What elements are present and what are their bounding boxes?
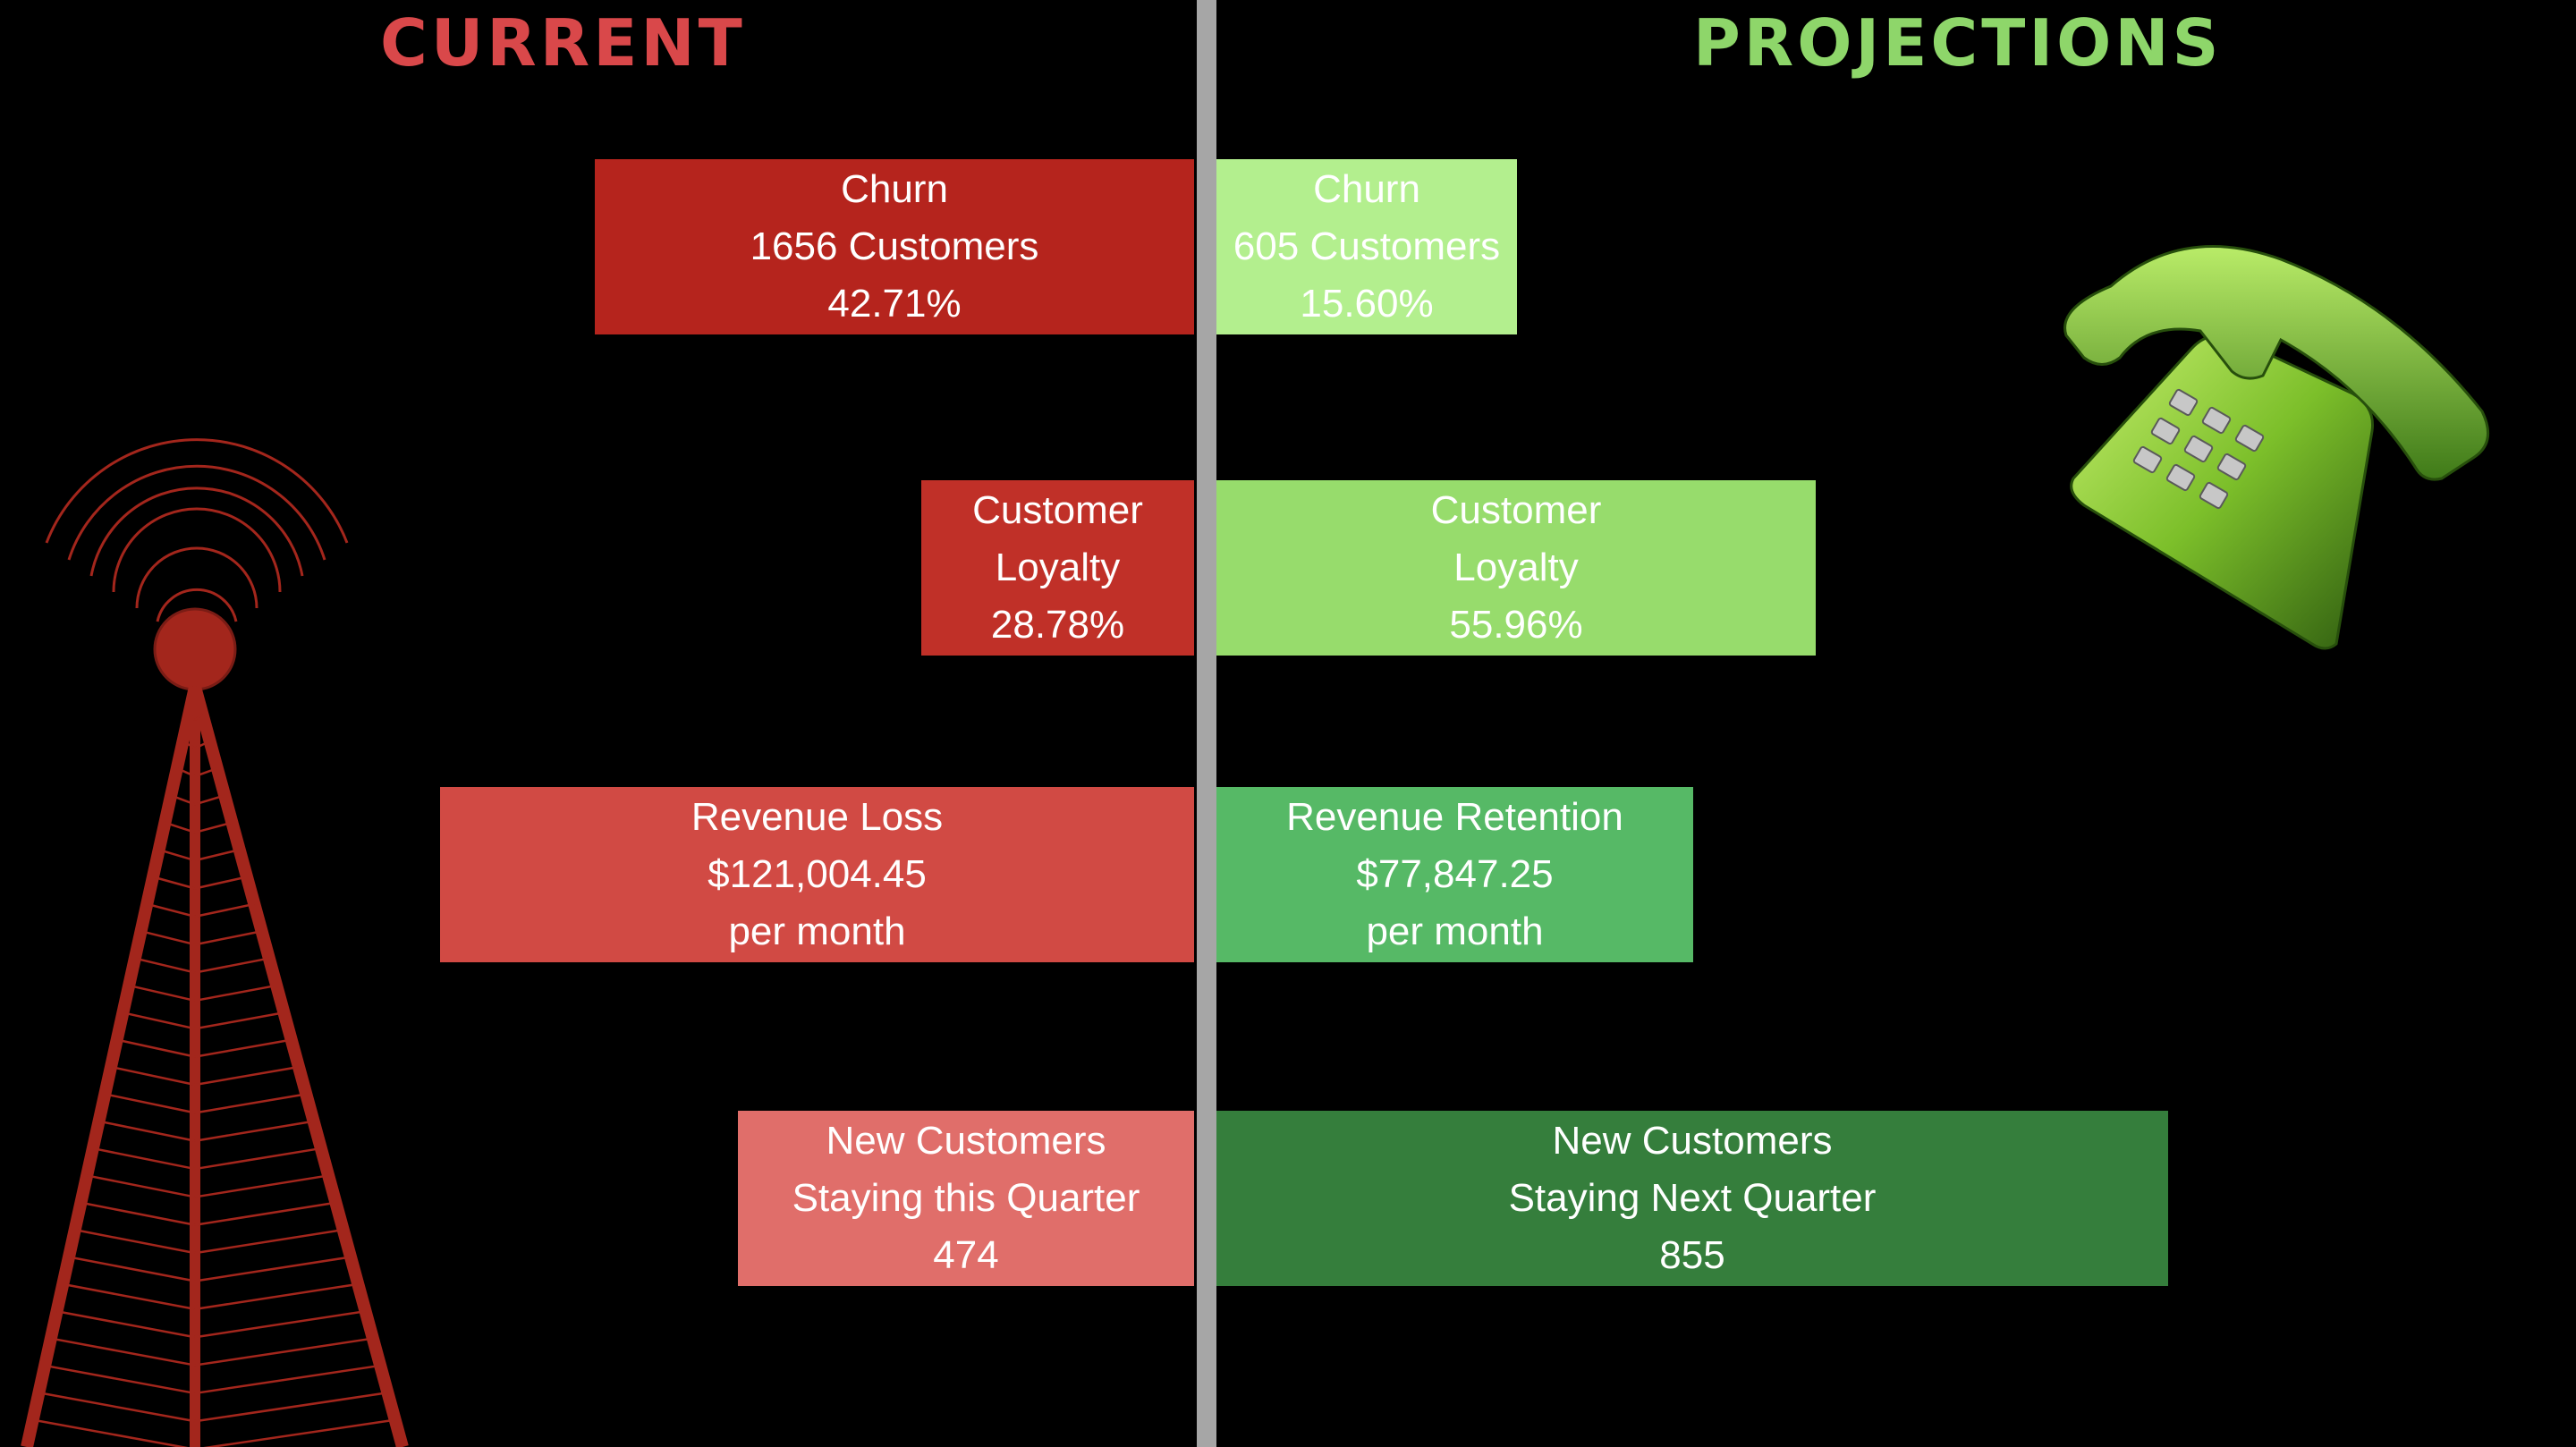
bar-label-line: Customer — [1430, 488, 1602, 532]
bar-label-line: Staying Next Quarter — [1508, 1176, 1877, 1220]
radio-tower-icon — [21, 438, 409, 1447]
bar-label-line: Loyalty — [1453, 546, 1579, 589]
projections-heading: PROJECTIONS — [1693, 5, 2223, 80]
bar-label-line: 15.60% — [1300, 282, 1434, 326]
bar-label-line: Loyalty — [995, 546, 1121, 589]
bar-label-line: New Customers — [826, 1119, 1106, 1163]
bar-label-line: 55.96% — [1449, 603, 1583, 647]
bar-label-line: New Customers — [1552, 1119, 1833, 1163]
bar-label-line: 42.71% — [827, 282, 962, 326]
bar-label-line: 855 — [1659, 1233, 1725, 1277]
current-heading: CURRENT — [380, 5, 746, 80]
current-bar-new-customers: New Customers Staying this Quarter 474 — [738, 1111, 1194, 1286]
bar-label-line: per month — [1366, 910, 1544, 953]
bar-label-line: Customer — [972, 488, 1143, 532]
bar-label-line: 474 — [933, 1233, 999, 1277]
bar-label-line: 1656 Customers — [750, 224, 1039, 268]
bar-label-line: $121,004.45 — [708, 852, 927, 896]
bar-label-line: 28.78% — [990, 603, 1125, 647]
current-bar-revenue-loss: Revenue Loss $121,004.45 per month — [440, 787, 1194, 962]
bar-label-line: Churn — [1313, 167, 1420, 211]
bar-label-line: Staying this Quarter — [792, 1176, 1140, 1220]
bar-label-line: Revenue Loss — [691, 795, 944, 839]
telephone-icon — [2063, 245, 2489, 650]
current-bar-customer-loyalty: Customer Loyalty 28.78% — [921, 480, 1194, 656]
projections-bar-churn: Churn 605 Customers 15.60% — [1216, 159, 1517, 334]
bar-label-line: Revenue Retention — [1286, 795, 1623, 839]
bar-label-line: 605 Customers — [1233, 224, 1501, 268]
bar-label-line: Churn — [841, 167, 948, 211]
current-bar-churn: Churn 1656 Customers 42.71% — [595, 159, 1194, 334]
projections-bar-revenue-retention: Revenue Retention $77,847.25 per month — [1216, 787, 1693, 962]
bar-label-line: per month — [728, 910, 906, 953]
center-divider — [1197, 0, 1216, 1447]
bar-label-line: $77,847.25 — [1356, 852, 1554, 896]
projections-bar-customer-loyalty: Customer Loyalty 55.96% — [1216, 480, 1816, 656]
projections-bar-new-customers: New Customers Staying Next Quarter 855 — [1216, 1111, 2168, 1286]
